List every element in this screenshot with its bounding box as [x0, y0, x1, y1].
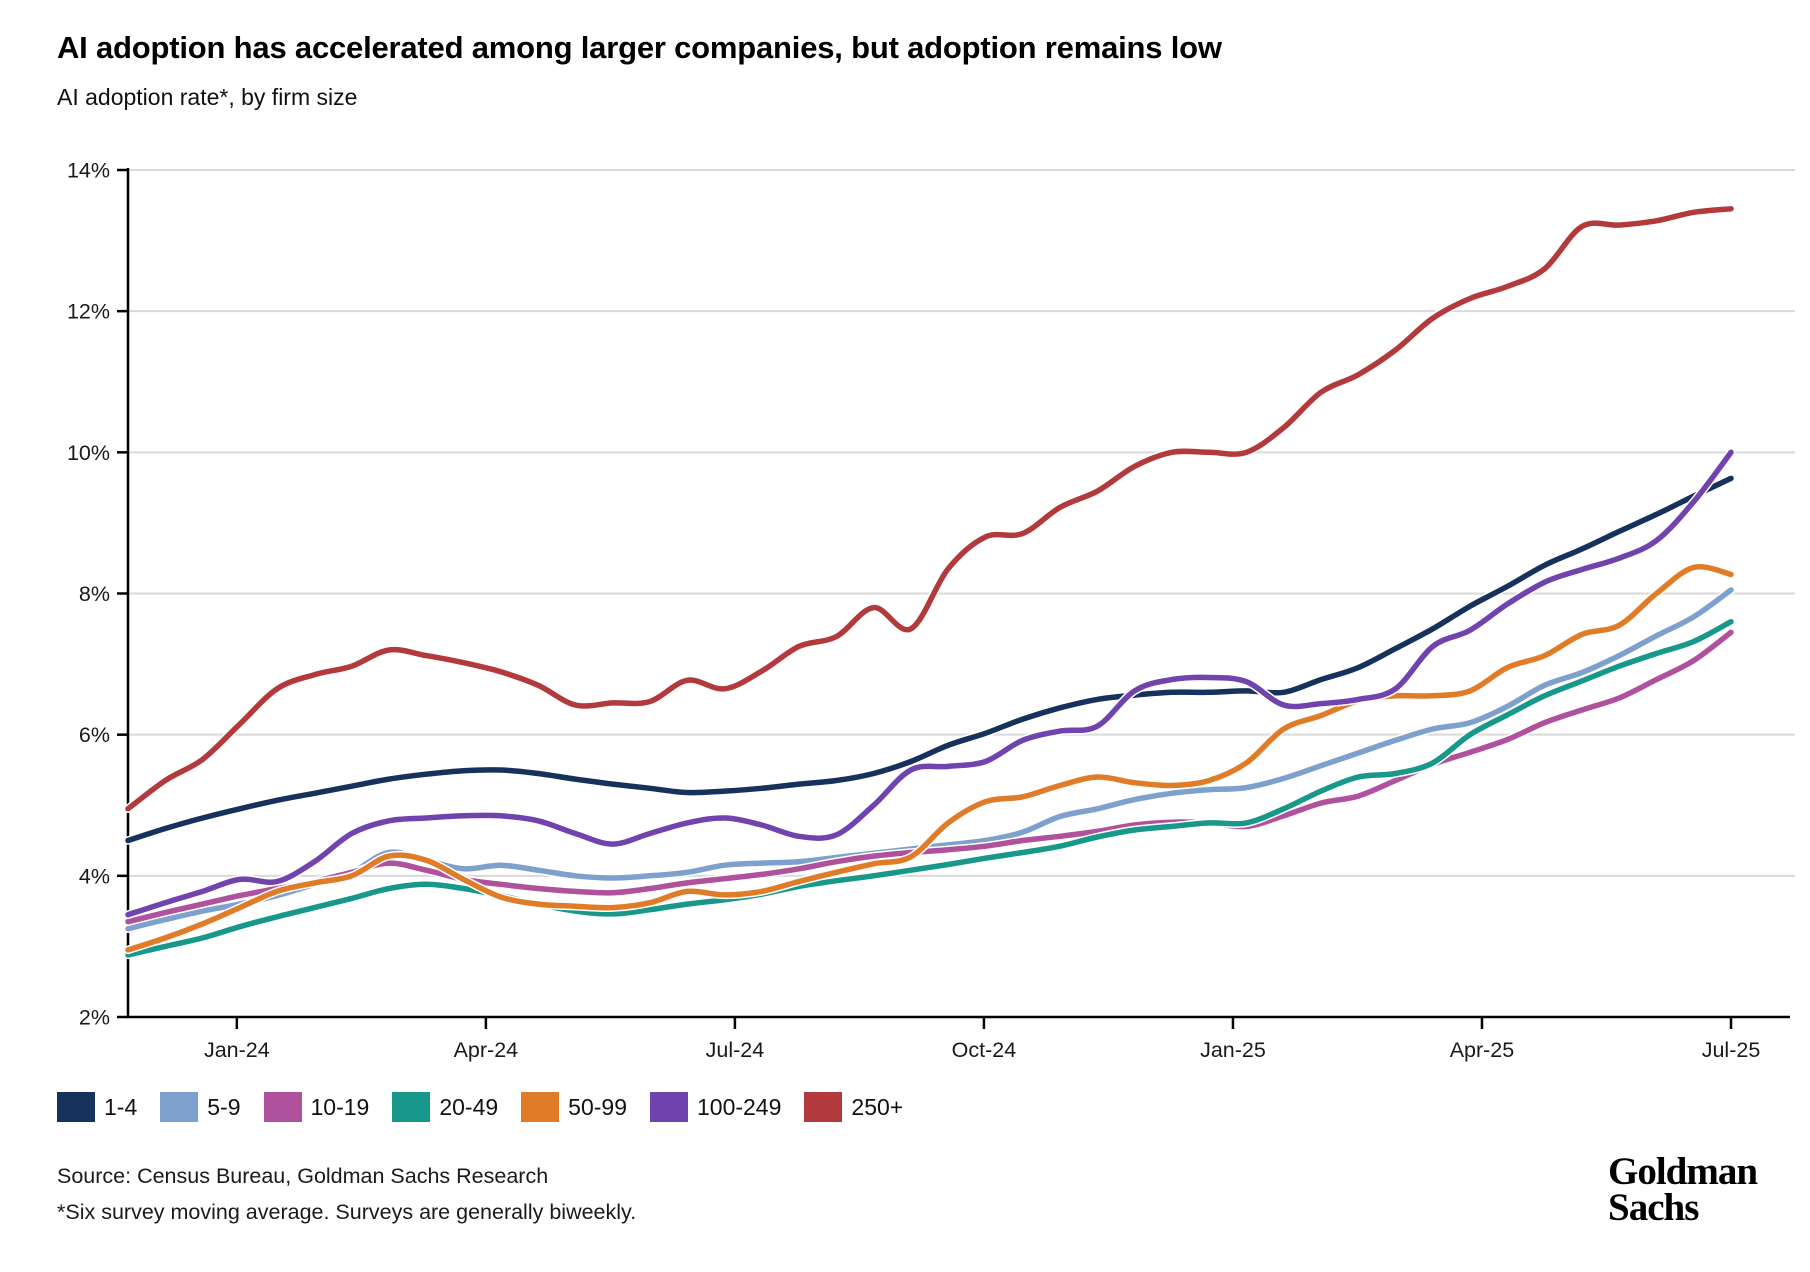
legend-label-1-4: 1-4	[104, 1093, 138, 1120]
line-series-250+	[125, 206, 1734, 812]
x-tick-label: Jan-24	[204, 1038, 270, 1062]
chart-legend: 1-4 5-9 10-19 20-49 50-99 100-249 250+	[57, 1092, 903, 1122]
y-tick-label: 14%	[67, 159, 110, 183]
legend-label-10-19: 10-19	[310, 1093, 370, 1120]
x-tick-label: Jan-25	[1200, 1038, 1266, 1062]
line-series-5-9	[125, 587, 1734, 932]
line-series-10-19	[125, 629, 1734, 925]
x-tick-label: Apr-25	[1450, 1038, 1515, 1062]
legend-label-20-49: 20-49	[439, 1093, 499, 1120]
goldman-sachs-logo: Goldman Sachs	[1608, 1150, 1758, 1229]
legend-label-250+: 250+	[851, 1093, 904, 1120]
line-series-1-4	[125, 475, 1734, 844]
logo-word-goldman: Goldman	[1608, 1150, 1758, 1193]
y-tick-label: 2%	[79, 1006, 110, 1030]
legend-label-50-99: 50-99	[568, 1093, 627, 1120]
legend-swatch-250+	[804, 1092, 843, 1122]
line-series-100-249	[125, 449, 1734, 918]
y-tick-label: 4%	[79, 864, 110, 888]
line-halo-5-9	[123, 585, 1736, 934]
line-halo-20-49	[123, 617, 1736, 960]
footnote-line: *Six survey moving average. Surveys are …	[57, 1200, 637, 1224]
legend-item-50-99: 50-99	[521, 1092, 627, 1122]
legend-swatch-1-4	[57, 1092, 95, 1122]
source-note: Source: Census Bureau, Goldman Sachs Res…	[57, 1158, 636, 1230]
x-tick-label: Oct-24	[952, 1038, 1017, 1062]
legend-item-250+: 250+	[804, 1092, 903, 1122]
legend-swatch-10-19	[263, 1092, 302, 1122]
legend-label-100-249: 100-249	[696, 1093, 782, 1120]
legend-item-1-4: 1-4	[57, 1092, 137, 1122]
line-series-50-99	[125, 563, 1734, 953]
x-tick-label: Jul-25	[1702, 1038, 1761, 1062]
line-series-20-49	[125, 618, 1734, 958]
legend-item-100-249: 100-249	[649, 1092, 782, 1122]
chart-title: AI adoption has accelerated among larger…	[57, 30, 1222, 65]
y-tick-label: 6%	[79, 723, 110, 747]
legend-swatch-50-99	[521, 1092, 560, 1122]
legend-swatch-5-9	[160, 1092, 199, 1122]
x-tick-label: Apr-24	[454, 1038, 519, 1062]
x-tick-label: Jul-24	[706, 1038, 765, 1062]
y-tick-label: 8%	[79, 582, 110, 606]
legend-item-10-19: 10-19	[263, 1092, 370, 1122]
y-tick-label: 12%	[67, 300, 110, 324]
legend-label-5-9: 5-9	[207, 1093, 241, 1120]
legend-swatch-20-49	[392, 1092, 431, 1122]
legend-swatch-100-249	[649, 1092, 688, 1122]
logo-word-sachs: Sachs	[1608, 1186, 1699, 1229]
legend-item-20-49: 20-49	[392, 1092, 498, 1122]
chart-subtitle: AI adoption rate*, by firm size	[57, 84, 358, 110]
legend-item-5-9: 5-9	[160, 1092, 241, 1122]
y-tick-label: 10%	[67, 441, 110, 465]
source-line: Source: Census Bureau, Goldman Sachs Res…	[57, 1164, 549, 1188]
